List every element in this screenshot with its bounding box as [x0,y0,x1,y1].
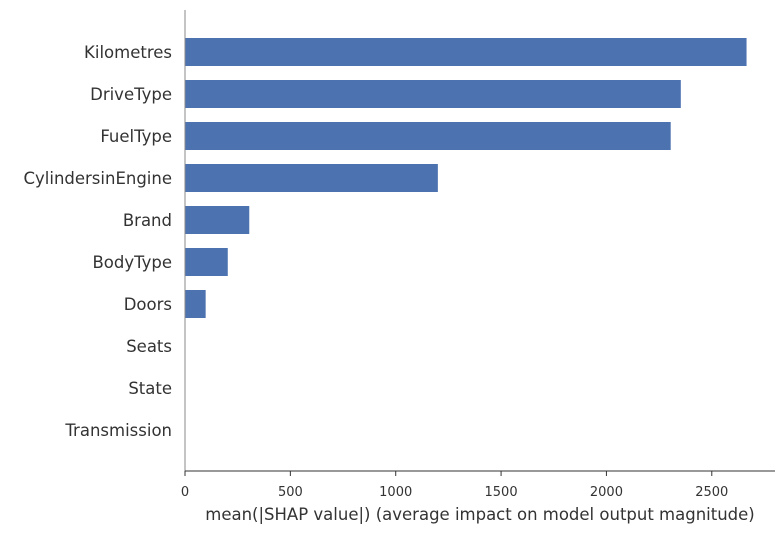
category-label-drivetype: DriveType [90,85,172,104]
x-tick-label: 2500 [695,485,728,500]
bar-fueltype [185,122,671,150]
category-label-kilometres: Kilometres [84,43,172,62]
category-label-cylindersinengine: CylindersinEngine [23,169,172,188]
bar-brand [185,206,250,234]
category-label-doors: Doors [124,295,172,314]
x-axis-title: mean(|SHAP value|) (average impact on mo… [205,505,755,524]
category-labels: Kilometres DriveType FuelType CylindersinEn… [23,43,172,440]
category-label-fueltype: FuelType [100,127,172,146]
x-ticks: 0 500 1000 1500 2000 2500 [181,471,728,500]
category-label-brand: Brand [123,211,172,230]
x-tick-label: 1500 [485,485,518,500]
category-label-bodytype: BodyType [92,253,172,272]
x-tick-label: 2000 [590,485,623,500]
bar-bodytype [185,248,228,276]
bar-doors [185,290,206,318]
category-label-state: State [128,379,172,398]
bar-drivetype [185,80,681,108]
x-tick-label: 500 [278,485,303,500]
bar-cylindersinengine [185,164,438,192]
x-tick-label: 1000 [379,485,412,500]
bar-kilometres [185,38,747,66]
category-label-transmission: Transmission [64,421,172,440]
x-tick-label: 0 [181,485,189,500]
bars-group [185,38,747,444]
category-label-seats: Seats [126,337,172,356]
